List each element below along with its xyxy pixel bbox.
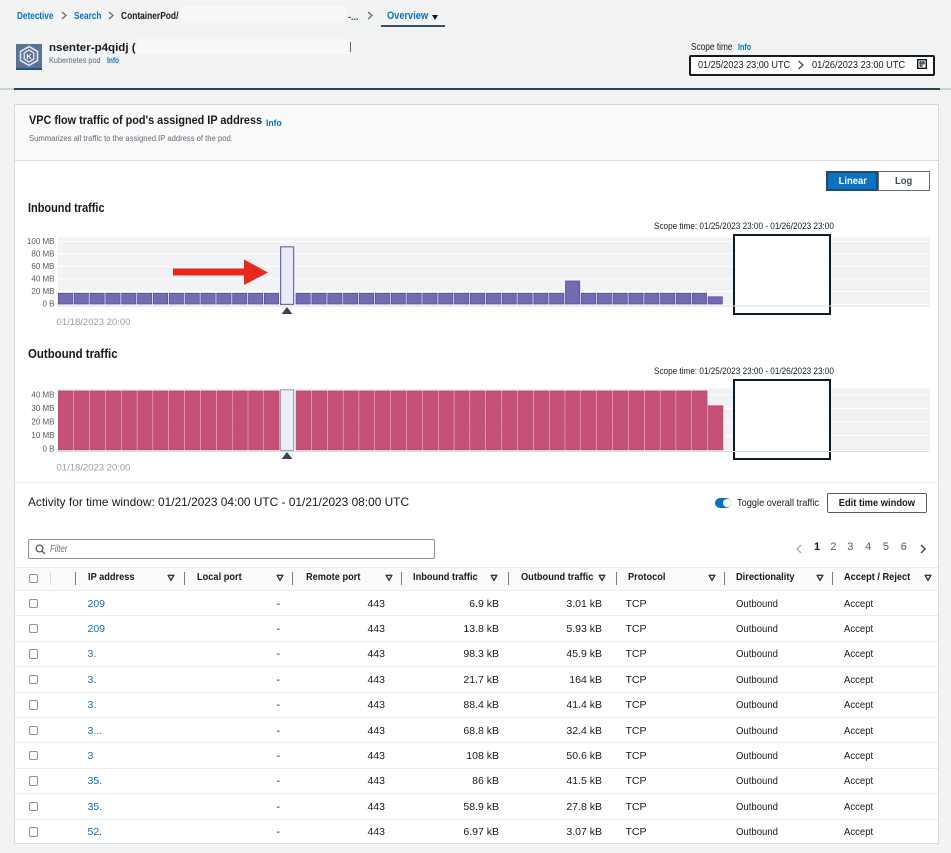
svg-text:100 MB: 100 MB [27, 237, 55, 246]
svg-text:0 B: 0 B [42, 445, 54, 454]
svg-text:40 MB: 40 MB [31, 275, 54, 284]
svg-text:01/18/2023 20:00: 01/18/2023 20:00 [57, 463, 131, 474]
svg-text:40 MB: 40 MB [31, 391, 54, 400]
svg-text:01/18/2023 20:00: 01/18/2023 20:00 [57, 317, 131, 328]
svg-text:80 MB: 80 MB [31, 250, 54, 259]
svg-text:60 MB: 60 MB [31, 262, 54, 271]
svg-text:20 MB: 20 MB [31, 418, 54, 427]
svg-text:0 B: 0 B [42, 300, 54, 309]
svg-text:10 MB: 10 MB [31, 431, 54, 440]
svg-text:K: K [26, 52, 32, 61]
svg-text:20 MB: 20 MB [31, 287, 54, 296]
svg-text:30 MB: 30 MB [31, 404, 54, 413]
